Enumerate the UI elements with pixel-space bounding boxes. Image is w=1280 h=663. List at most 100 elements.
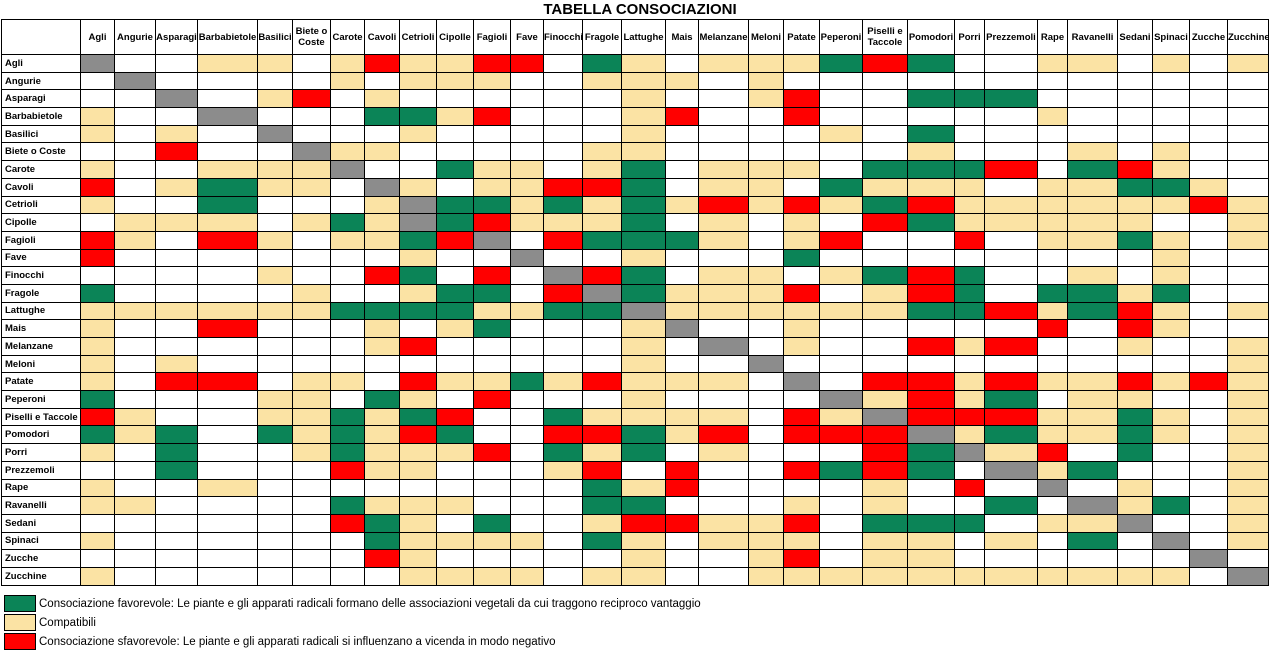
table-cell (292, 195, 331, 215)
table-cell (292, 549, 331, 568)
table-cell (399, 443, 437, 462)
table-cell (748, 160, 784, 179)
table-cell (1189, 142, 1228, 162)
table-cell (954, 390, 985, 409)
table-cell (364, 248, 400, 268)
table-cell (543, 319, 583, 338)
table-cell (510, 89, 544, 109)
table-cell (1117, 213, 1153, 232)
table-cell (582, 266, 622, 285)
row-header-barbabietole: Barbabietole (1, 107, 81, 126)
table-cell (257, 319, 293, 338)
table-cell (1037, 266, 1068, 285)
table-cell (862, 89, 908, 109)
column-header-fagioli: Fagioli (473, 19, 511, 55)
table-cell (698, 425, 749, 445)
table-cell (1189, 124, 1228, 144)
table-cell (80, 195, 115, 215)
table-row: Zucche (1, 549, 1269, 568)
table-cell (907, 549, 955, 568)
table-cell (257, 443, 293, 462)
table-cell (155, 425, 198, 445)
table-cell (330, 213, 365, 232)
table-cell (748, 443, 784, 462)
table-cell (364, 337, 400, 356)
row-header-asparagi: Asparagi (1, 89, 81, 109)
table-cell (155, 390, 198, 409)
table-cell (543, 478, 583, 498)
table-cell (665, 54, 699, 73)
column-header-angurie: Angurie (114, 19, 156, 55)
table-cell (399, 107, 437, 126)
table-cell (197, 460, 258, 480)
row-header-melanzane: Melanzane (1, 337, 81, 356)
table-cell (197, 372, 258, 392)
table-cell (862, 142, 908, 162)
table-cell (984, 89, 1038, 109)
table-cell (1067, 124, 1118, 144)
table-cell (436, 54, 474, 73)
table-cell (621, 372, 666, 392)
table-cell (1227, 513, 1269, 533)
table-cell (80, 531, 115, 551)
table-cell (364, 566, 400, 586)
table-cell (330, 266, 365, 285)
table-cell (257, 160, 293, 179)
table-cell (292, 89, 331, 109)
table-cell (80, 443, 115, 462)
table-cell (819, 89, 863, 109)
table-cell (984, 54, 1038, 73)
table-cell (197, 354, 258, 374)
table-cell (155, 283, 198, 303)
table-cell (436, 443, 474, 462)
table-cell (665, 478, 699, 498)
table-cell (80, 425, 115, 445)
table-cell (783, 177, 820, 197)
table-cell (364, 354, 400, 374)
table-cell (399, 266, 437, 285)
table-cell (399, 319, 437, 338)
table-cell (1037, 354, 1068, 374)
table-cell (698, 124, 749, 144)
table-cell (114, 160, 156, 179)
table-cell (436, 177, 474, 197)
legend-label: Compatibili (39, 616, 96, 629)
table-cell (748, 337, 784, 356)
column-header-barbabietole: Barbabietole (197, 19, 258, 55)
table-cell (155, 407, 198, 427)
table-cell (665, 142, 699, 162)
table-row: Lattughe (1, 301, 1269, 321)
table-row: Cavoli (1, 177, 1269, 197)
table-cell (155, 54, 198, 73)
table-cell (330, 513, 365, 533)
table-cell (330, 390, 365, 409)
table-cell (698, 89, 749, 109)
table-cell (665, 319, 699, 338)
legend-swatch (4, 595, 36, 612)
table-cell (954, 213, 985, 232)
table-cell (473, 531, 511, 551)
table-cell (954, 142, 985, 162)
table-cell (197, 407, 258, 427)
table-cell (621, 337, 666, 356)
table-cell (582, 54, 622, 73)
table-row: Pomodori (1, 425, 1269, 445)
table-cell (1227, 283, 1269, 303)
table-cell (862, 230, 908, 250)
table-cell (399, 230, 437, 250)
table-cell (364, 266, 400, 285)
table-cell (1189, 71, 1228, 91)
table-cell (1189, 301, 1228, 321)
table-cell (1117, 124, 1153, 144)
table-cell (436, 213, 474, 232)
table-cell (543, 337, 583, 356)
table-cell (364, 531, 400, 551)
table-cell (783, 107, 820, 126)
table-cell (621, 266, 666, 285)
table-cell (582, 354, 622, 374)
table-cell (907, 337, 955, 356)
column-header-fave: Fave (510, 19, 544, 55)
table-cell (292, 478, 331, 498)
table-cell (330, 142, 365, 162)
table-cell (1152, 71, 1190, 91)
